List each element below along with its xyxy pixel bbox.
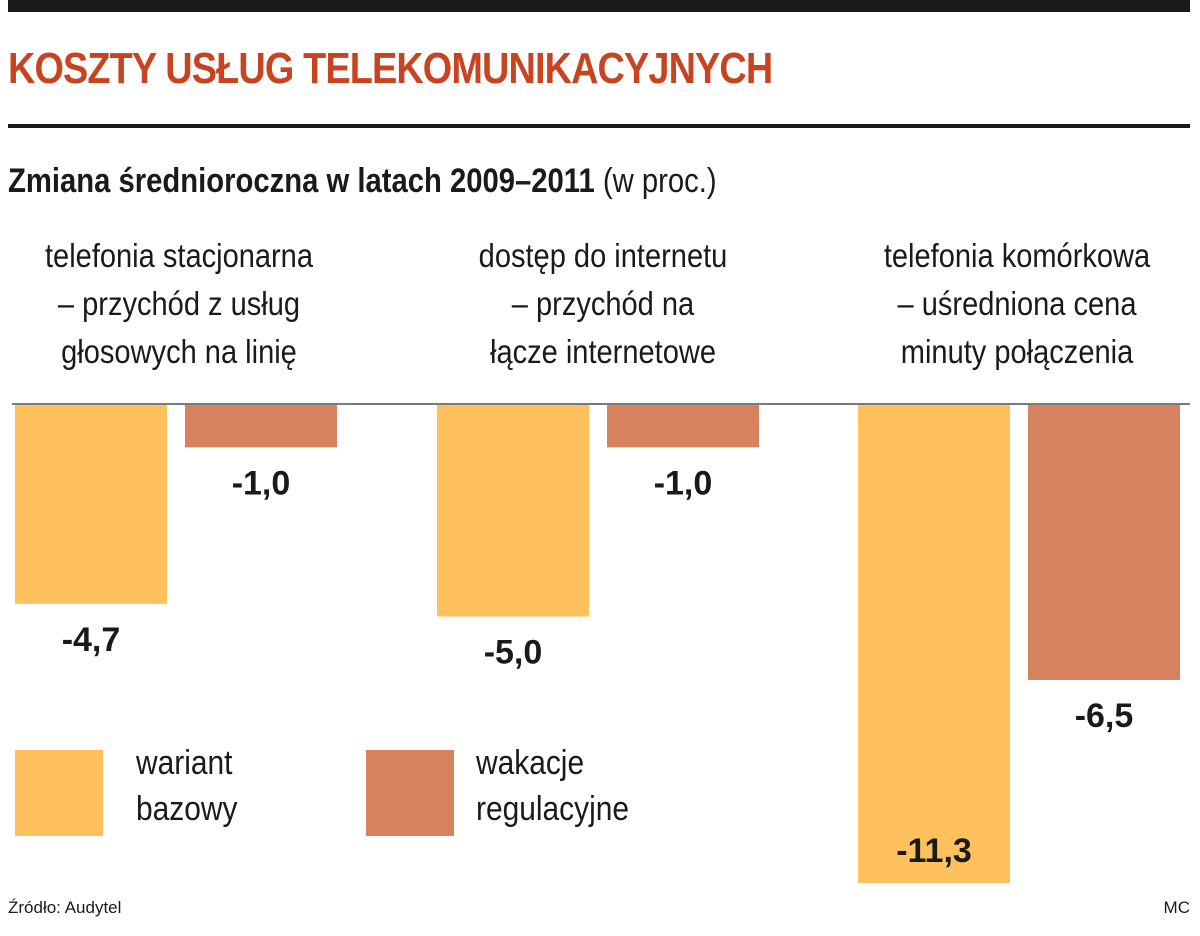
value-label-landline-bazowy: -4,7 <box>62 621 121 659</box>
bar-landline-wakacje <box>185 405 337 448</box>
value-label-internet-wakacje: -1,0 <box>654 464 713 502</box>
legend-label-bazowy: wariant bazowy <box>136 744 238 828</box>
category-label-mobile: telefonia komórkowa – uśredniona cena mi… <box>883 237 1151 370</box>
top-rule <box>8 0 1190 12</box>
legend-label-wakacje: wakacje regulacyjne <box>476 744 630 828</box>
bar-landline-bazowy <box>15 405 167 604</box>
value-label-landline-wakacje: -1,0 <box>232 464 291 502</box>
subtitle-unit: (w proc.) <box>602 162 717 200</box>
legend-swatch-bazowy <box>15 750 103 836</box>
value-label-mobile-wakacje: -6,5 <box>1075 697 1134 735</box>
subtitle-main: Zmiana średnioroczna w latach 2009–2011 <box>8 162 595 200</box>
category-label-landline: telefonia stacjonarna – przychód z usług… <box>44 237 313 370</box>
chart-title: KOSZTY USŁUG TELEKOMUNIKACYJNYCH <box>8 44 773 93</box>
bar-internet-wakacje <box>607 405 759 448</box>
bar-internet-bazowy <box>437 405 589 617</box>
source-note: Źródło: Audytel <box>8 898 122 917</box>
legend-swatch-wakacje <box>366 750 454 836</box>
author-credit: MC <box>1163 898 1190 917</box>
category-label-internet: dostęp do internetu – przychód na łącze … <box>478 237 728 370</box>
bar-mobile-wakacje <box>1028 405 1180 680</box>
bar-mobile-bazowy <box>858 405 1010 883</box>
chart-subtitle: Zmiana średnioroczna w latach 2009–2011 … <box>8 162 717 201</box>
value-label-internet-bazowy: -5,0 <box>484 634 543 672</box>
title-rule <box>8 124 1190 128</box>
value-label-mobile-bazowy: -11,3 <box>896 832 972 870</box>
